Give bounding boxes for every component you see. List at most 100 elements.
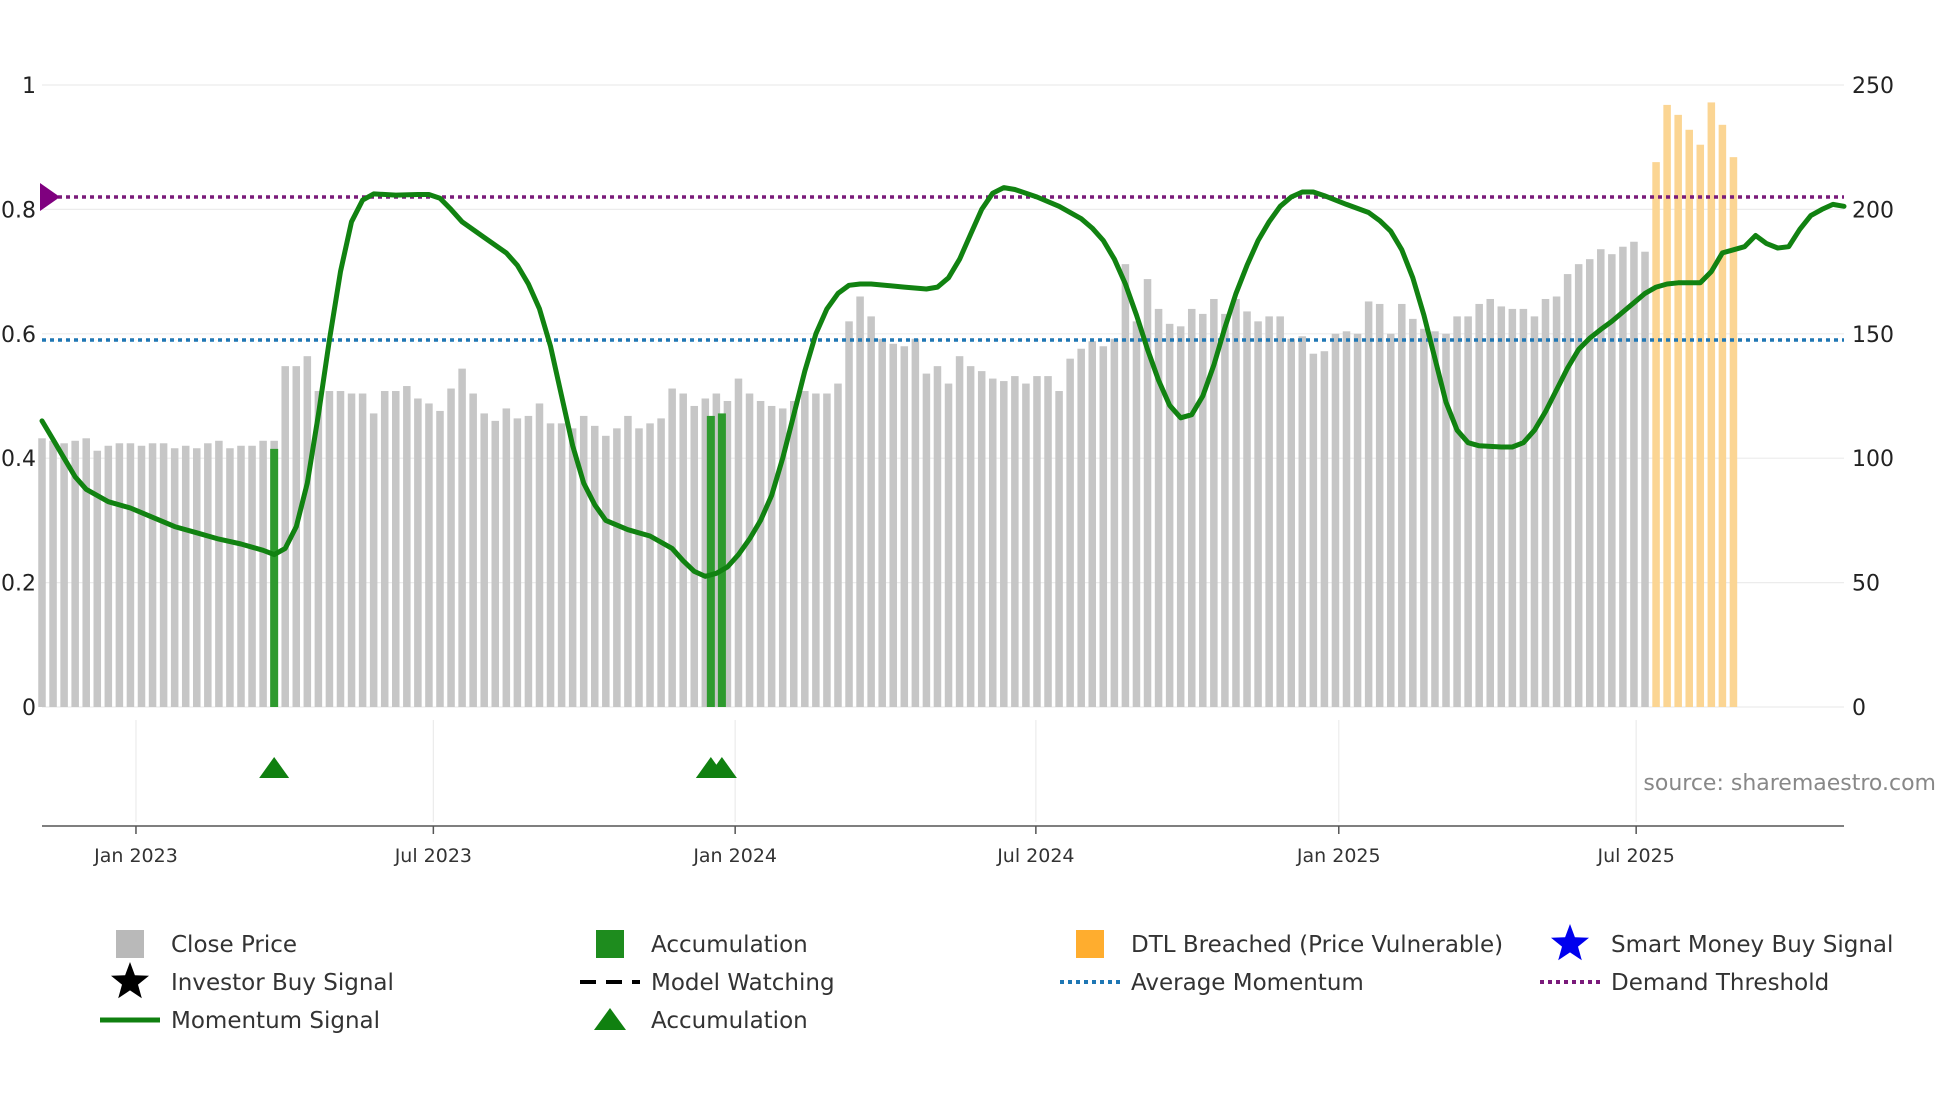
close-price-bar [1608,254,1616,707]
close-price-bar [911,338,920,707]
close-price-bar [93,450,102,707]
close-price-bar [734,378,743,707]
close-price-bar [1243,311,1251,707]
close-price-bar [336,391,345,707]
close-price-bar [933,366,942,707]
close-price-bar [502,408,511,707]
dtl-breached-bar [1696,144,1705,707]
close-price-bar [1011,376,1019,707]
close-price-bar [635,428,643,707]
close-price-bar [215,440,223,707]
close-price-bar [325,391,334,707]
close-price-bar [1453,316,1461,707]
close-price-bar [1132,321,1141,707]
close-price-bar [115,443,124,707]
close-price-bar [1420,328,1428,707]
close-price-bar [181,445,190,707]
accumulation-bar [706,415,715,707]
close-price-bar [856,296,864,707]
left-axis-tick-label: 0 [22,696,36,721]
close-price-bar [1563,274,1572,707]
close-price-bar [591,425,599,707]
close-price-bar [1464,316,1472,707]
close-price-bar [1486,298,1494,707]
close-price-bar [712,393,721,707]
close-price-bar [535,403,544,707]
accumulation-bars [270,413,726,707]
close-price-bar [1276,316,1284,707]
close-price-bar [82,438,90,707]
legend-label: Average Momentum [1131,970,1364,996]
close-price-bar [1475,303,1483,707]
close-price-bar [1619,246,1627,707]
close-price-bar [281,366,289,707]
legend-label: Smart Money Buy Signal [1611,932,1893,958]
legend-label: Demand Threshold [1611,970,1829,996]
accumulation-bar [717,413,726,707]
close-price-bar [513,418,522,707]
dtl-breached-bar [1685,129,1693,707]
close-price-bar [159,443,168,707]
close-price-bar [170,448,179,707]
source-label: source: sharemaestro.com [1643,771,1936,796]
close-price-bar [1154,308,1163,707]
close-price-bar [480,413,488,707]
right-axis-tick-label: 100 [1852,447,1894,472]
close-price-bar [767,405,776,707]
close-price-bar [1597,249,1605,707]
left-axis-tick-label: 0.6 [1,323,36,348]
close-price-bar [1187,308,1196,707]
left-axis-tick-label: 0.2 [1,572,36,597]
close-price-bar [1165,323,1174,707]
close-price-bar [624,415,632,707]
close-price-bar [1519,308,1528,707]
right-axis-tick-label: 150 [1852,323,1894,348]
accumulation-triangle-marker [706,757,737,778]
demand-threshold-marker [40,182,60,211]
close-price-bar [1353,333,1362,707]
close-price-bar [458,368,466,707]
close-price-bar [878,338,886,707]
close-price-bar [955,356,964,707]
legend-label: Investor Buy Signal [171,970,394,996]
close-price-bar [988,378,997,707]
dtl-breached-bar [1729,157,1738,708]
close-price-bar [778,408,787,707]
close-price-bar [801,391,809,707]
right-axis-tick-label: 200 [1852,198,1894,223]
close-price-bar [1287,338,1295,707]
close-price-bar [1210,298,1218,707]
dtl-breached-bar [1718,124,1727,708]
x-tick-label: Jan 2025 [1296,845,1381,867]
close-price-bar [1641,251,1649,708]
dtl-breached-bar [1674,114,1682,707]
close-price-bar [845,321,853,707]
close-price-bar [1022,383,1030,707]
close-price-bar [60,443,68,707]
x-tick-label: Jan 2024 [692,845,777,867]
close-price-bar [1121,264,1130,707]
close-price-bar [1143,279,1152,707]
legend-square-swatch [596,930,624,958]
close-price-bar [823,393,831,707]
close-price-bar [557,423,566,707]
close-price-bar [303,356,312,707]
close-price-bar [1585,259,1594,707]
close-price-bar [1309,353,1318,707]
close-price-bar [966,366,975,707]
close-price-bar [1232,298,1240,707]
legend-square-swatch [1076,930,1104,958]
close-price-bar [1099,346,1108,707]
dtl-breached-bar [1707,102,1716,707]
close-price-bar [524,415,533,707]
close-price-bar [756,400,765,707]
close-price-bar [71,440,79,707]
close-price-bar [469,393,477,707]
close-price-bar [137,445,146,707]
accumulation-bar [270,448,279,707]
close-price-bar [148,443,157,707]
close-price-bar [789,400,798,707]
close-price-bar [1375,303,1384,707]
close-price-bar [392,391,400,707]
